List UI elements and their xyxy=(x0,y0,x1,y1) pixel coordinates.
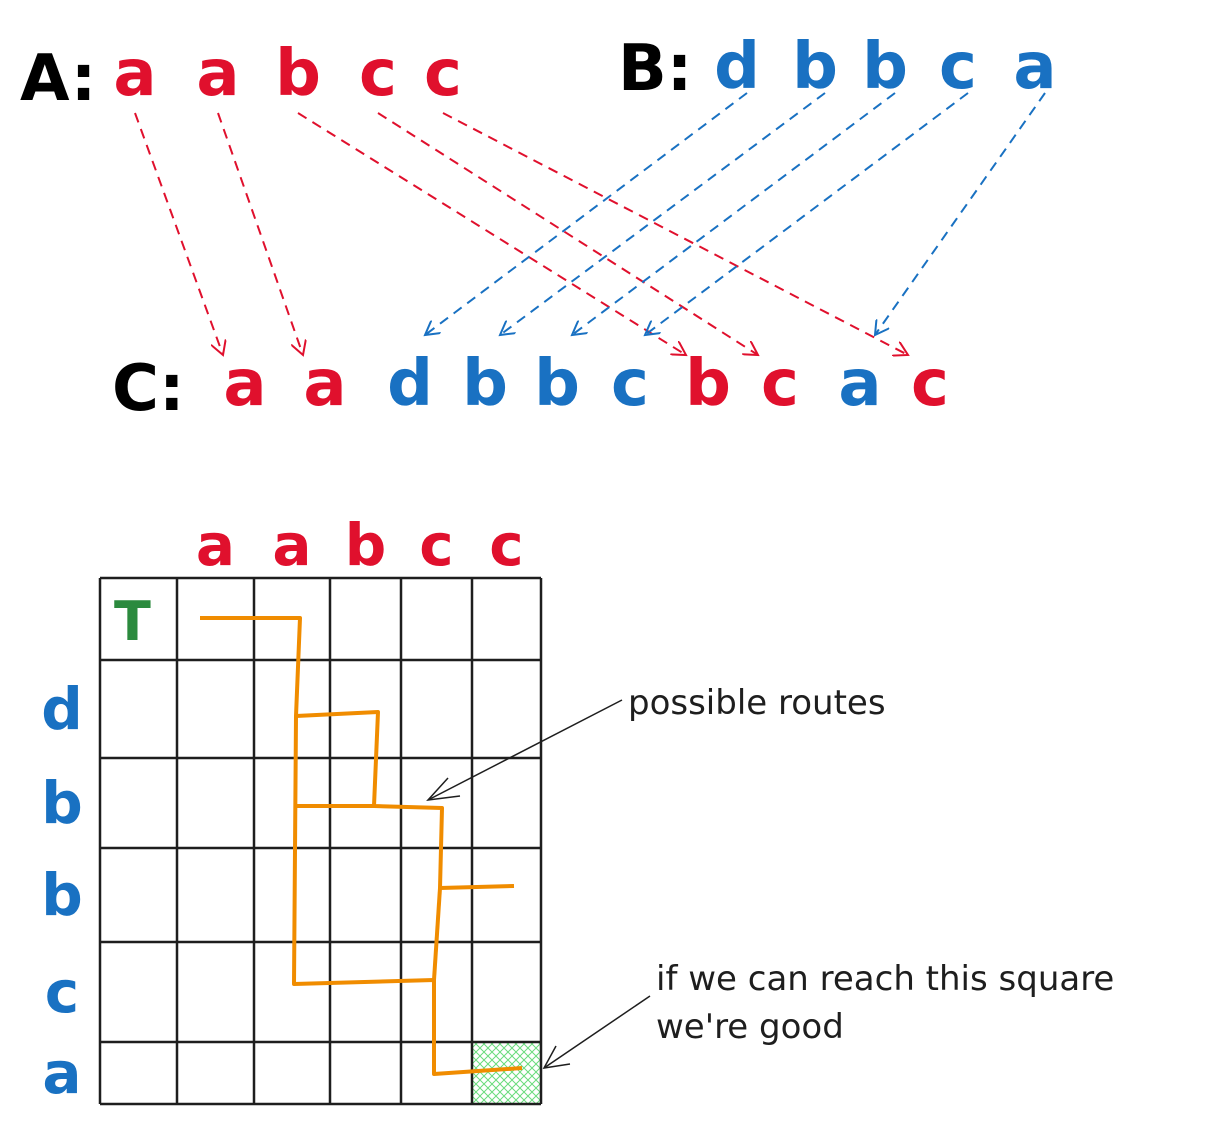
label-b: B: xyxy=(618,32,692,106)
a-to-c-arrow xyxy=(442,112,908,355)
routes-pointer-line xyxy=(427,699,623,801)
c-letter: a xyxy=(223,347,266,421)
target-cell xyxy=(472,1042,541,1104)
start-marker: T xyxy=(114,590,151,653)
a-letter: c xyxy=(359,37,397,111)
c-letter: b xyxy=(685,347,731,421)
routes-pointer-head xyxy=(426,777,461,801)
grid-col-label: c xyxy=(419,511,453,579)
grid-col-label: a xyxy=(196,511,235,579)
target-pointer-head xyxy=(542,1045,571,1069)
b-letter: a xyxy=(1013,30,1056,104)
grid-col-label: b xyxy=(345,511,387,579)
target-label-line2: we're good xyxy=(656,1007,844,1047)
b-letter: d xyxy=(714,30,760,104)
grid-lines xyxy=(98,576,543,1106)
target-pointer-line xyxy=(543,995,651,1069)
c-letter: a xyxy=(303,347,346,421)
a-letter: b xyxy=(275,37,321,111)
route-path xyxy=(432,887,442,981)
label-c: C: xyxy=(112,352,185,426)
c-letter: d xyxy=(387,347,433,421)
route-path xyxy=(200,616,515,890)
grid-col-label: c xyxy=(489,511,523,579)
mapping-arrows xyxy=(134,92,1046,355)
a-to-c-arrow xyxy=(377,112,758,355)
label-a: A: xyxy=(20,42,96,116)
grid-row-label: c xyxy=(45,958,79,1026)
b-to-c-arrow xyxy=(875,92,1046,335)
c-letter: a xyxy=(838,347,881,421)
b-to-c-arrow xyxy=(645,92,969,335)
b-to-c-arrow xyxy=(572,92,896,335)
a-to-c-arrow xyxy=(134,112,223,355)
grid-row-label: b xyxy=(41,769,83,837)
grid-row-label: a xyxy=(42,1039,81,1107)
c-letter: c xyxy=(761,347,799,421)
routes-label: possible routes xyxy=(628,683,886,723)
c-letter: c xyxy=(911,347,949,421)
a-to-c-arrow xyxy=(297,112,686,355)
target-label-line1: if we can reach this square xyxy=(656,959,1114,999)
a-to-c-arrow xyxy=(217,112,303,355)
c-letter: b xyxy=(534,347,580,421)
b-letter: b xyxy=(862,30,908,104)
a-letter: a xyxy=(113,37,156,111)
grid-col-label: a xyxy=(272,511,311,579)
b-letter: c xyxy=(939,30,977,104)
b-letter: b xyxy=(792,30,838,104)
a-letter: a xyxy=(196,37,239,111)
a-letter: c xyxy=(424,37,462,111)
b-to-c-arrow xyxy=(500,92,826,335)
grid-row-label: b xyxy=(41,861,83,929)
grid-row-label: d xyxy=(41,675,83,743)
c-letter: b xyxy=(462,347,508,421)
c-letter: c xyxy=(611,347,649,421)
